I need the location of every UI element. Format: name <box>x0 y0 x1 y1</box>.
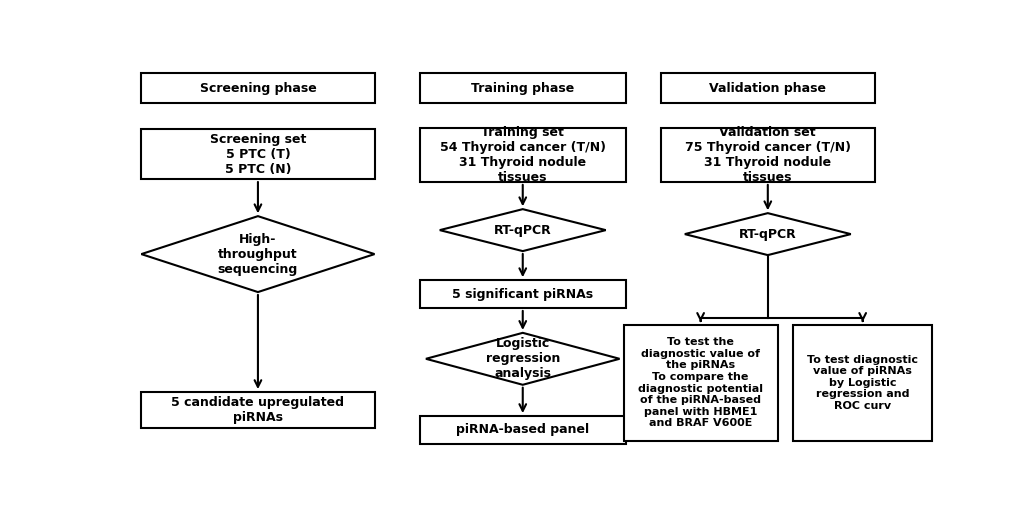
FancyBboxPatch shape <box>142 73 374 103</box>
FancyBboxPatch shape <box>420 416 625 444</box>
FancyBboxPatch shape <box>793 325 931 441</box>
Polygon shape <box>426 333 619 385</box>
Text: To test the
diagnostic value of
the piRNAs
To compare the
diagnostic potential
o: To test the diagnostic value of the piRN… <box>638 337 762 428</box>
Text: Screening set
5 PTC (T)
5 PTC (N): Screening set 5 PTC (T) 5 PTC (N) <box>210 133 306 176</box>
FancyBboxPatch shape <box>660 73 873 103</box>
FancyBboxPatch shape <box>420 280 625 308</box>
FancyBboxPatch shape <box>420 128 625 182</box>
Text: RT-qPCR: RT-qPCR <box>493 224 551 237</box>
Text: Training phase: Training phase <box>471 82 574 95</box>
FancyBboxPatch shape <box>142 129 374 179</box>
Polygon shape <box>439 209 605 251</box>
Text: Validation set
75 Thyroid cancer (T/N)
31 Thyroid nodule
tissues: Validation set 75 Thyroid cancer (T/N) 3… <box>684 126 850 184</box>
Text: Training set
54 Thyroid cancer (T/N)
31 Thyroid nodule
tissues: Training set 54 Thyroid cancer (T/N) 31 … <box>439 126 605 184</box>
Text: 5 significant piRNAs: 5 significant piRNAs <box>451 288 593 301</box>
Polygon shape <box>684 213 850 255</box>
FancyBboxPatch shape <box>420 73 625 103</box>
FancyBboxPatch shape <box>623 325 776 441</box>
Text: High-
throughput
sequencing: High- throughput sequencing <box>218 233 298 276</box>
Text: RT-qPCR: RT-qPCR <box>738 228 796 241</box>
Text: Validation phase: Validation phase <box>708 82 825 95</box>
Text: Logistic
regression
analysis: Logistic regression analysis <box>485 337 559 380</box>
Text: Screening phase: Screening phase <box>200 82 316 95</box>
Text: To test diagnostic
value of piRNAs
by Logistic
regression and
ROC curv: To test diagnostic value of piRNAs by Lo… <box>806 354 917 411</box>
FancyBboxPatch shape <box>660 128 873 182</box>
Text: piRNA-based panel: piRNA-based panel <box>455 424 589 436</box>
Text: 5 candidate upregulated
piRNAs: 5 candidate upregulated piRNAs <box>171 396 344 424</box>
Polygon shape <box>142 216 374 292</box>
FancyBboxPatch shape <box>142 392 374 428</box>
